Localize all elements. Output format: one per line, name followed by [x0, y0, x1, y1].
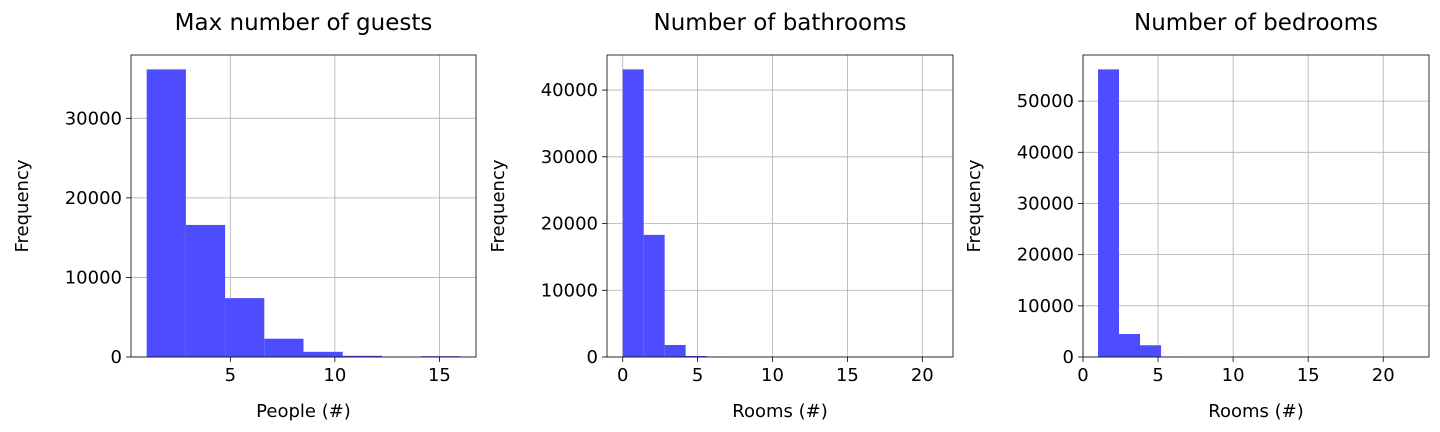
y-tick-label: 0 — [587, 347, 598, 368]
x-axis-label: People (#) — [256, 401, 351, 422]
y-tick-label: 40000 — [541, 80, 598, 101]
histogram-bar — [185, 224, 226, 357]
y-tick-label: 10000 — [541, 280, 598, 301]
y-tick-label: 20000 — [65, 188, 122, 209]
x-tick-label: 15 — [428, 365, 451, 386]
histogram-bar — [225, 298, 265, 357]
histogram-bar — [264, 338, 304, 357]
x-tick-label: 20 — [911, 365, 934, 386]
chart-panel-1: 5 10 15 0 10000 20000 30000 Max number of guest… — [12, 10, 477, 422]
x-tick-label: 0 — [617, 365, 628, 386]
histogram-bar — [664, 344, 686, 357]
chart-title: Max number of guests — [175, 10, 433, 36]
x-tick-label: 15 — [836, 365, 859, 386]
histogram-bar — [622, 69, 644, 357]
y-tick-label: 30000 — [1017, 193, 1074, 214]
y-tick-label: 10000 — [65, 267, 122, 288]
histogram-bar — [303, 351, 343, 357]
x-axis-label: Rooms (#) — [732, 401, 827, 422]
x-tick-label: 10 — [323, 365, 346, 386]
x-tick-label: 10 — [761, 365, 784, 386]
y-tick-label: 50000 — [1017, 91, 1074, 112]
y-tick-label: 40000 — [1017, 142, 1074, 163]
x-tick-label: 5 — [225, 365, 236, 386]
histogram-bar — [1119, 333, 1141, 357]
y-tick-label: 20000 — [541, 214, 598, 235]
y-axis-label: Frequency — [488, 159, 509, 252]
y-tick-label: 0 — [111, 347, 122, 368]
y-axis-label: Frequency — [964, 159, 985, 252]
axes-frame — [1082, 54, 1430, 358]
chart-title: Number of bedrooms — [1134, 10, 1378, 36]
x-tick-label: 15 — [1297, 365, 1320, 386]
y-tick-label: 0 — [1063, 347, 1074, 368]
y-tick-label: 20000 — [1017, 245, 1074, 266]
chart-panel-3: 0 5 10 15 20 0 10000 20000 30000 40000 50000 Number… — [964, 10, 1430, 422]
histogram-bar — [342, 355, 382, 357]
y-axis-label: Frequency — [12, 159, 33, 252]
y-tick-label: 30000 — [541, 147, 598, 168]
x-axis-label: Rooms (#) — [1208, 401, 1303, 422]
y-tick-label: 10000 — [1017, 296, 1074, 317]
y-tick-label: 30000 — [65, 108, 122, 129]
histogram-bar — [146, 69, 186, 358]
axes-frame — [130, 54, 477, 358]
x-tick-label: 20 — [1372, 365, 1395, 386]
axes-frame — [606, 54, 954, 358]
histogram-bar — [685, 355, 707, 357]
histogram-bar — [1098, 69, 1120, 357]
x-tick-label: 0 — [1077, 365, 1088, 386]
histogram-bar — [1140, 345, 1162, 357]
x-tick-label: 5 — [1152, 365, 1163, 386]
histogram-bar — [643, 234, 665, 357]
chart-panel-2: 0 5 10 15 20 0 10000 20000 30000 40000 Number of b… — [488, 10, 954, 422]
x-tick-label: 5 — [692, 365, 703, 386]
x-tick-label: 10 — [1222, 365, 1245, 386]
chart-title: Number of bathrooms — [654, 10, 907, 36]
